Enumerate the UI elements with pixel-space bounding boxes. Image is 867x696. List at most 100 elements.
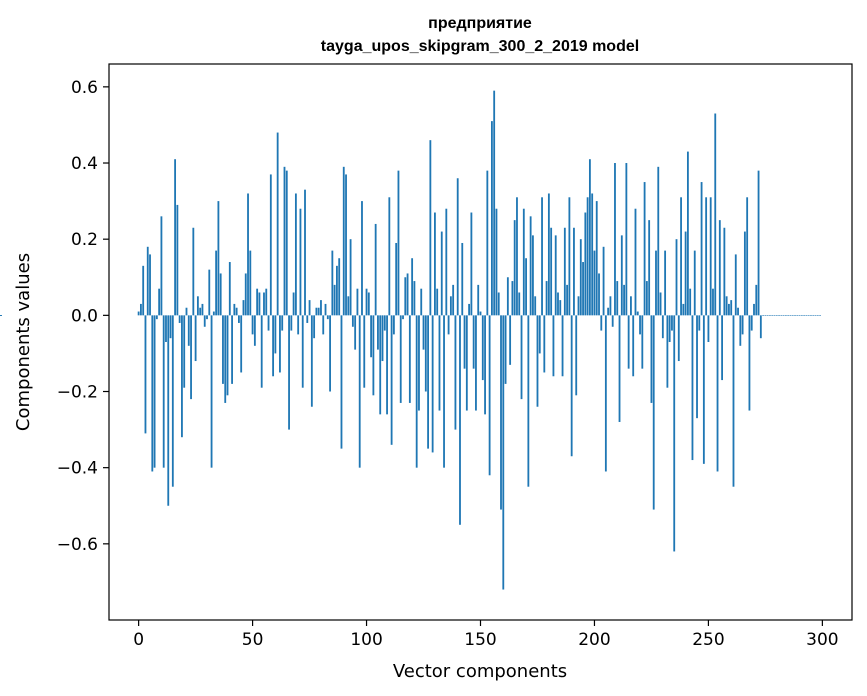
bar (778, 315, 780, 316)
bar (798, 315, 801, 316)
bar (518, 292, 521, 316)
bar (256, 288, 259, 316)
bar (463, 315, 466, 369)
bar (181, 315, 183, 438)
bar (320, 300, 322, 316)
bar (493, 90, 496, 316)
bar (497, 292, 500, 316)
bar (775, 315, 778, 316)
bar (279, 315, 281, 373)
bar (402, 315, 404, 320)
bar (614, 163, 616, 316)
bar (285, 170, 288, 316)
bar (233, 303, 236, 316)
bar (536, 315, 539, 407)
bar (326, 315, 329, 320)
bar (304, 189, 306, 316)
bar (547, 193, 550, 316)
bar (424, 315, 427, 392)
bar (550, 227, 553, 316)
bar (240, 315, 243, 373)
bar (721, 315, 724, 381)
bar (420, 288, 423, 316)
chart-subtitle: tayga_upos_skipgram_300_2_2019 model (321, 38, 639, 55)
bar (158, 288, 161, 316)
bar (607, 307, 610, 316)
bar (308, 300, 311, 316)
bar (764, 315, 767, 316)
bar (636, 311, 639, 316)
bar (361, 201, 363, 316)
bar (331, 250, 334, 316)
bar (705, 197, 708, 316)
bar (472, 315, 475, 369)
bar (0, 315, 2, 316)
bar (374, 223, 377, 316)
bar (429, 140, 432, 316)
bar (399, 315, 402, 403)
bar (372, 315, 375, 396)
bar (769, 315, 771, 316)
bar (244, 273, 247, 316)
bar (459, 315, 461, 525)
bar (529, 216, 532, 316)
bar (773, 315, 776, 316)
bar (456, 178, 459, 316)
bar (144, 315, 147, 434)
bar (661, 315, 664, 339)
bar (349, 239, 352, 316)
bar (212, 311, 215, 316)
bar (789, 315, 792, 316)
bar (192, 227, 195, 316)
bar (336, 265, 338, 316)
bar (810, 315, 812, 316)
bar (591, 193, 594, 316)
bar (149, 254, 151, 316)
bar (345, 174, 347, 316)
bar (525, 258, 527, 316)
bar (495, 208, 498, 316)
bar (543, 315, 546, 373)
bar (224, 315, 227, 403)
x-tick-label: 50 (242, 630, 264, 650)
bar (454, 315, 457, 430)
bar (443, 315, 445, 468)
bar (632, 315, 635, 377)
bar (620, 235, 623, 316)
bar (187, 315, 190, 346)
chart-title: предприятие (428, 15, 532, 32)
bar (440, 231, 443, 316)
bar (215, 250, 218, 316)
bar (203, 315, 206, 327)
bar (381, 315, 384, 362)
bar (718, 220, 721, 316)
bar (582, 262, 584, 316)
bar (716, 315, 719, 472)
x-tick-label: 150 (464, 630, 496, 650)
bar (577, 296, 580, 316)
bar (734, 254, 737, 316)
bar (575, 315, 578, 396)
bar (171, 315, 174, 487)
bar (584, 212, 587, 316)
bar (686, 151, 689, 316)
bar (137, 311, 140, 316)
bar (819, 315, 822, 316)
bar (183, 315, 186, 388)
bar (377, 315, 379, 350)
bar (675, 239, 678, 316)
bar (306, 315, 309, 323)
bar (700, 182, 703, 316)
bar (780, 315, 783, 316)
bar (310, 315, 313, 407)
bar (390, 315, 393, 445)
bar (559, 300, 562, 316)
bar (155, 315, 158, 320)
y-tick-label: 0.6 (71, 78, 98, 98)
bar (283, 166, 286, 316)
x-axis-ticks: 0 50 100 150 200 250 300 (133, 620, 839, 650)
bar (805, 315, 808, 316)
bar (253, 315, 256, 346)
bar (465, 315, 468, 411)
